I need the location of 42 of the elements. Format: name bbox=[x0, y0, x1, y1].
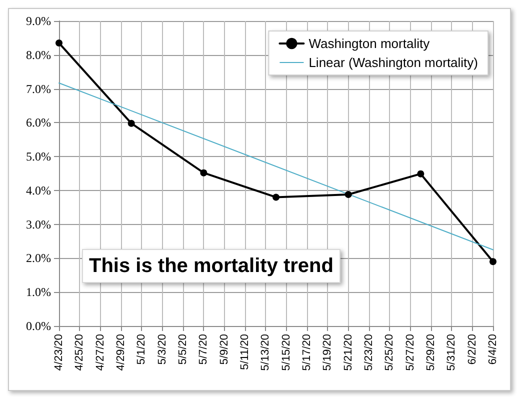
y-tick-label: 2.0% bbox=[26, 251, 51, 266]
point bbox=[128, 120, 135, 127]
point bbox=[272, 194, 280, 201]
x-tick-label: 4/29/20 bbox=[115, 334, 127, 371]
y-tick-label: 1.0% bbox=[26, 285, 51, 300]
legend-label: Washington mortality bbox=[308, 36, 430, 51]
x-tick-label: 5/9/20 bbox=[218, 334, 230, 365]
x-tick-label: 4/27/20 bbox=[94, 334, 106, 371]
x-tick-label: 4/25/20 bbox=[74, 334, 86, 371]
x-tick-label: 5/19/20 bbox=[322, 334, 334, 371]
x-tick-label: 5/13/20 bbox=[260, 334, 272, 371]
x-tick-label: 5/5/20 bbox=[177, 334, 189, 365]
point bbox=[417, 170, 424, 178]
y-tick-label: 4.0% bbox=[26, 183, 51, 198]
x-tick-label: 5/23/20 bbox=[363, 334, 375, 371]
point bbox=[56, 40, 62, 47]
x-tick-label: 5/7/20 bbox=[198, 334, 210, 365]
x-tick-label: 5/29/20 bbox=[425, 334, 437, 371]
x-tick-label: 5/1/20 bbox=[136, 334, 148, 365]
x-tick-label: 4/23/20 bbox=[53, 334, 65, 371]
x-tick-label: 6/2/20 bbox=[466, 334, 478, 365]
x-tick-label: 5/25/20 bbox=[384, 334, 396, 371]
y-tick-label: 8.0% bbox=[26, 48, 51, 62]
point bbox=[490, 258, 496, 266]
x-tick-label: 5/11/20 bbox=[239, 334, 251, 370]
y-tick-label: 9.0% bbox=[26, 14, 51, 28]
y-tick-label: 0.0% bbox=[26, 319, 51, 333]
legend-label: Linear (Washington mortality) bbox=[308, 55, 478, 70]
y-tick-label: 6.0% bbox=[26, 116, 51, 130]
point bbox=[200, 169, 208, 176]
y-tick-label: 3.0% bbox=[26, 217, 51, 232]
x-tick-label: 5/31/20 bbox=[446, 334, 458, 371]
x-tick-label: 5/15/20 bbox=[280, 334, 292, 371]
y-tick-label: 7.0% bbox=[26, 82, 51, 96]
point bbox=[344, 191, 352, 198]
annotation: This is the mortality trend bbox=[89, 255, 334, 277]
x-tick-label: 5/21/20 bbox=[342, 334, 354, 371]
x-tick-label: 5/27/20 bbox=[404, 334, 416, 371]
x-tick-label: 6/4/20 bbox=[487, 334, 499, 365]
y-tick-label: 5.0% bbox=[26, 150, 51, 164]
x-tick-label: 5/17/20 bbox=[301, 334, 313, 371]
x-tick-label: 5/3/20 bbox=[156, 334, 168, 365]
